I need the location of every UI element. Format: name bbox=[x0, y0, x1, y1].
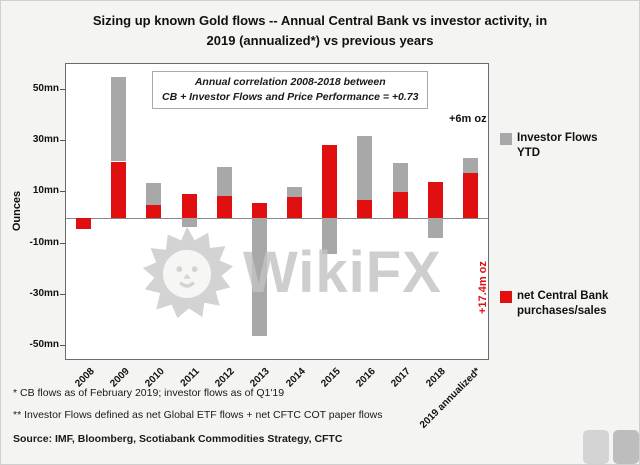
y-axis-tick-label: 10mn bbox=[32, 185, 59, 197]
bar-central-bank bbox=[462, 173, 478, 218]
bar-central-bank bbox=[357, 200, 373, 218]
bar-investor-flows bbox=[111, 76, 127, 162]
y-axis-tick-label: 50mn bbox=[32, 82, 59, 94]
y-axis-tick-label: -10mn bbox=[29, 236, 59, 248]
page-title: Sizing up known Gold flows -- Annual Cen… bbox=[1, 11, 639, 51]
bar-investor-flows bbox=[357, 135, 373, 200]
bar-investor-flows bbox=[216, 166, 232, 197]
y-axis-tick-mark bbox=[60, 191, 65, 193]
bar-investor-flows bbox=[322, 217, 338, 254]
correlation-annotation-line2: CB + Investor Flows and Price Performanc… bbox=[162, 91, 419, 104]
y-axis-tick-mark bbox=[60, 88, 65, 90]
bar-central-bank bbox=[76, 217, 92, 230]
correlation-annotation-line1: Annual correlation 2008-2018 between bbox=[194, 76, 386, 88]
corner-logo-block-right bbox=[613, 430, 639, 464]
bar-central-bank bbox=[146, 205, 162, 218]
bar-investor-flows bbox=[392, 162, 408, 193]
x-axis-label: 2014 bbox=[283, 366, 308, 390]
bar-investor-flows bbox=[251, 217, 267, 336]
plot-area: Annual correlation 2008-2018 between CB … bbox=[65, 63, 489, 360]
y-axis-tick-mark bbox=[60, 242, 65, 244]
bar-central-bank bbox=[251, 202, 267, 218]
y-axis-tick-mark bbox=[60, 293, 65, 295]
legend-investor-label-line1: Investor Flows bbox=[517, 132, 598, 144]
legend-investor-flows: Investor Flows YTD bbox=[500, 131, 598, 161]
zero-axis-line bbox=[66, 217, 488, 219]
legend-cb-label: net Central Bank purchases/sales bbox=[517, 289, 608, 319]
bar-central-bank bbox=[181, 193, 197, 218]
x-axis-label: 2013 bbox=[248, 366, 273, 390]
legend-cb-swatch bbox=[500, 291, 512, 303]
bar-central-bank bbox=[322, 144, 338, 218]
bar-central-bank bbox=[216, 196, 232, 218]
bar-central-bank bbox=[427, 182, 443, 218]
bar-central-bank bbox=[111, 161, 127, 218]
bar-investor-flows bbox=[146, 183, 162, 206]
corner-logo-block-left bbox=[583, 430, 609, 464]
corner-logo bbox=[583, 430, 639, 464]
bar-central-bank bbox=[287, 197, 303, 218]
footnote-investor-flows: ** Investor Flows defined as net Global … bbox=[13, 409, 383, 421]
legend-investor-label: Investor Flows YTD bbox=[517, 131, 598, 161]
chart-title-line1: Sizing up known Gold flows -- Annual Cen… bbox=[92, 13, 548, 28]
y-axis-tick-mark bbox=[60, 139, 65, 141]
y-axis-tick-label: -30mn bbox=[29, 287, 59, 299]
legend-investor-label-line2: YTD bbox=[517, 146, 540, 159]
legend-cb-label-line2: purchases/sales bbox=[517, 304, 607, 317]
bar-investor-flows bbox=[462, 157, 478, 174]
legend-cb-label-line1: net Central Bank bbox=[517, 290, 609, 302]
bar-investor-flows bbox=[181, 217, 197, 227]
y-axis-tick-mark bbox=[60, 345, 65, 347]
correlation-annotation: Annual correlation 2008-2018 between CB … bbox=[152, 71, 429, 110]
legend-central-bank: net Central Bank purchases/sales bbox=[500, 289, 608, 319]
y-axis-tick-label: -50mn bbox=[29, 339, 59, 351]
source-line: Source: IMF, Bloomberg, Scotiabank Commo… bbox=[13, 433, 343, 445]
bar-central-bank bbox=[392, 192, 408, 218]
chart-title-line2: 2019 (annualized*) vs previous years bbox=[206, 33, 434, 49]
x-axis-label: 2019 annualized* bbox=[418, 366, 484, 431]
footnote-cb-flows: * CB flows as of February 2019; investor… bbox=[13, 387, 285, 399]
x-axis-label: 2008 bbox=[72, 366, 97, 390]
bar-investor-flows bbox=[287, 187, 303, 198]
bar-investor-flows bbox=[427, 217, 443, 239]
cb-2019-label: +17.4m oz bbox=[477, 261, 489, 314]
legend-investor-swatch bbox=[500, 133, 512, 145]
investor-2019-label: +6m oz bbox=[449, 113, 487, 125]
y-axis-tick-label: 30mn bbox=[32, 133, 59, 145]
